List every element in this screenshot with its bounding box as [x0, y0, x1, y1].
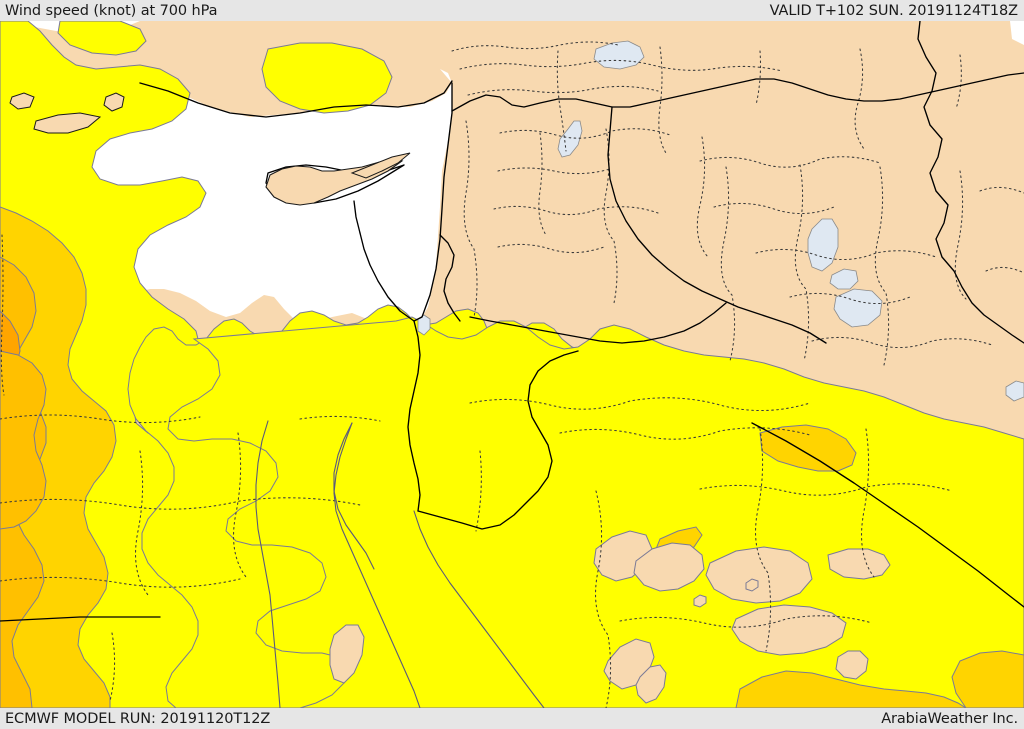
header-bar: Wind speed (knot) at 700 hPa VALID T+102…	[0, 0, 1024, 21]
lake-layer	[417, 40, 1024, 402]
country-border-egypt-sudan	[0, 616, 161, 622]
island-crete	[33, 112, 102, 134]
calm-patch-arabia-4	[731, 604, 847, 656]
admin-border-sa-1	[469, 397, 811, 412]
coast-red-sea-west	[333, 422, 421, 708]
country-border-israel-jordan	[407, 320, 421, 512]
admin-border-eg-1	[0, 497, 361, 510]
island-cyprus-panhandle	[350, 152, 411, 179]
admin-border-iq-6	[794, 164, 810, 362]
admin-border-sy-2	[497, 167, 611, 175]
admin-border-sa-2	[559, 427, 811, 440]
calm-patch-small-1	[745, 578, 759, 592]
island-aegean-1	[9, 92, 35, 110]
admin-border-tr-8	[955, 54, 962, 110]
admin-border-layer	[0, 41, 1024, 708]
wind-band-gold-patch-sinai	[759, 424, 857, 472]
wind-speed-contour-layer	[0, 21, 1024, 708]
footer-bar: ECMWF MODEL RUN: 20191120T12Z ArabiaWeat…	[0, 708, 1024, 729]
lake-tuz	[557, 120, 583, 158]
country-border-lebanon	[439, 234, 461, 322]
coast-levant	[413, 82, 453, 322]
river-nile	[255, 420, 281, 708]
admin-border-tr-4	[556, 50, 567, 152]
admin-border-eg-7	[299, 415, 381, 422]
wind-band-yellow-patch-blacksea	[57, 21, 147, 56]
admin-border-sy-7	[497, 243, 605, 254]
admin-border-tr-7	[854, 48, 865, 150]
admin-border-sa-8	[475, 450, 482, 532]
provider-label: ArabiaWeather Inc.	[881, 710, 1018, 727]
admin-border-eg-4	[233, 432, 247, 578]
admin-border-iq-1	[699, 156, 881, 168]
lake-mesopotamia-1	[829, 268, 859, 290]
country-border-syria-iraq	[607, 106, 827, 344]
admin-border-sa-6	[861, 428, 875, 578]
country-border-jordan-saudi	[417, 350, 579, 530]
sea-persian-gulf	[1010, 21, 1024, 45]
calm-patch-arabia-2	[633, 542, 705, 592]
wind-band-gold-blob-corner	[951, 650, 1024, 708]
model-run-label: ECMWF MODEL RUN: 20191120T12Z	[5, 710, 271, 727]
calm-patch-arabia-7	[827, 548, 891, 580]
country-border-syria-jordan	[469, 302, 727, 344]
country-border-turkey-south	[451, 72, 1024, 112]
calm-patch-small-2	[693, 594, 707, 608]
admin-border-sa-4	[699, 483, 953, 496]
sea-of-galilee	[417, 314, 431, 336]
calm-patch-layer	[329, 530, 891, 704]
country-border-egypt-sinai	[359, 232, 415, 322]
admin-border-sa-5	[755, 428, 772, 652]
admin-border-eg-8	[0, 234, 5, 396]
admin-border-eg-3	[135, 450, 149, 596]
lake-urmia	[807, 218, 839, 272]
admin-border-eg-5	[109, 632, 116, 702]
island-rhodes	[103, 92, 125, 112]
admin-border-iq-7	[874, 166, 890, 366]
admin-border-iq-8	[954, 170, 967, 300]
wind-band-amber-patch-west	[0, 350, 47, 530]
weather-map-canvas[interactable]	[0, 21, 1024, 708]
lake-van	[593, 40, 645, 70]
coast-turkey-south	[139, 80, 453, 118]
admin-border-tr-3	[467, 85, 659, 96]
calm-patch-arabia-3	[705, 546, 813, 604]
admin-border-sy-3	[493, 205, 659, 216]
coast-red-sea-east	[413, 510, 545, 708]
aegean-islands-layer	[9, 92, 125, 134]
cyprus-layer	[265, 152, 411, 206]
admin-border-ir-1	[979, 186, 1024, 194]
lake-small-right	[1005, 380, 1024, 402]
admin-border-iq-9	[720, 166, 736, 362]
calm-patch-arabia-6	[635, 664, 667, 704]
coast-gulf-suez	[333, 422, 375, 570]
admin-border-tr-6	[755, 50, 762, 106]
valid-time-label: VALID T+102 SUN. 20191124T18Z	[769, 2, 1018, 19]
admin-border-sy-8	[463, 120, 478, 318]
admin-border-tr-5	[658, 46, 667, 154]
admin-border-iq-4	[789, 292, 911, 305]
admin-border-tr-1	[451, 41, 619, 52]
admin-border-eg-2	[0, 576, 241, 588]
country-border-egypt-east	[353, 200, 361, 234]
lake-mesopotamia-2	[833, 288, 883, 328]
product-title: Wind speed (knot) at 700 hPa	[5, 2, 218, 19]
calm-patch-redsea-1	[329, 624, 365, 684]
admin-border-tr-2	[459, 59, 783, 72]
admin-border-iq-3	[755, 248, 937, 261]
admin-border-ir-2	[985, 266, 1024, 274]
country-border-saudi-iraq	[751, 422, 1024, 608]
map-viewport[interactable]	[0, 21, 1024, 708]
admin-border-eg-6	[0, 414, 201, 424]
wind-band-gold-blob-southeast	[735, 670, 967, 708]
country-border-iraq-iran	[917, 21, 1024, 344]
admin-border-sy-1	[499, 128, 671, 139]
admin-border-sy-4	[538, 132, 547, 236]
admin-border-iq-5	[811, 336, 993, 349]
admin-border-iq-2	[713, 202, 835, 215]
admin-border-sa-7	[619, 615, 873, 628]
calm-patch-arabia-8	[835, 650, 869, 680]
